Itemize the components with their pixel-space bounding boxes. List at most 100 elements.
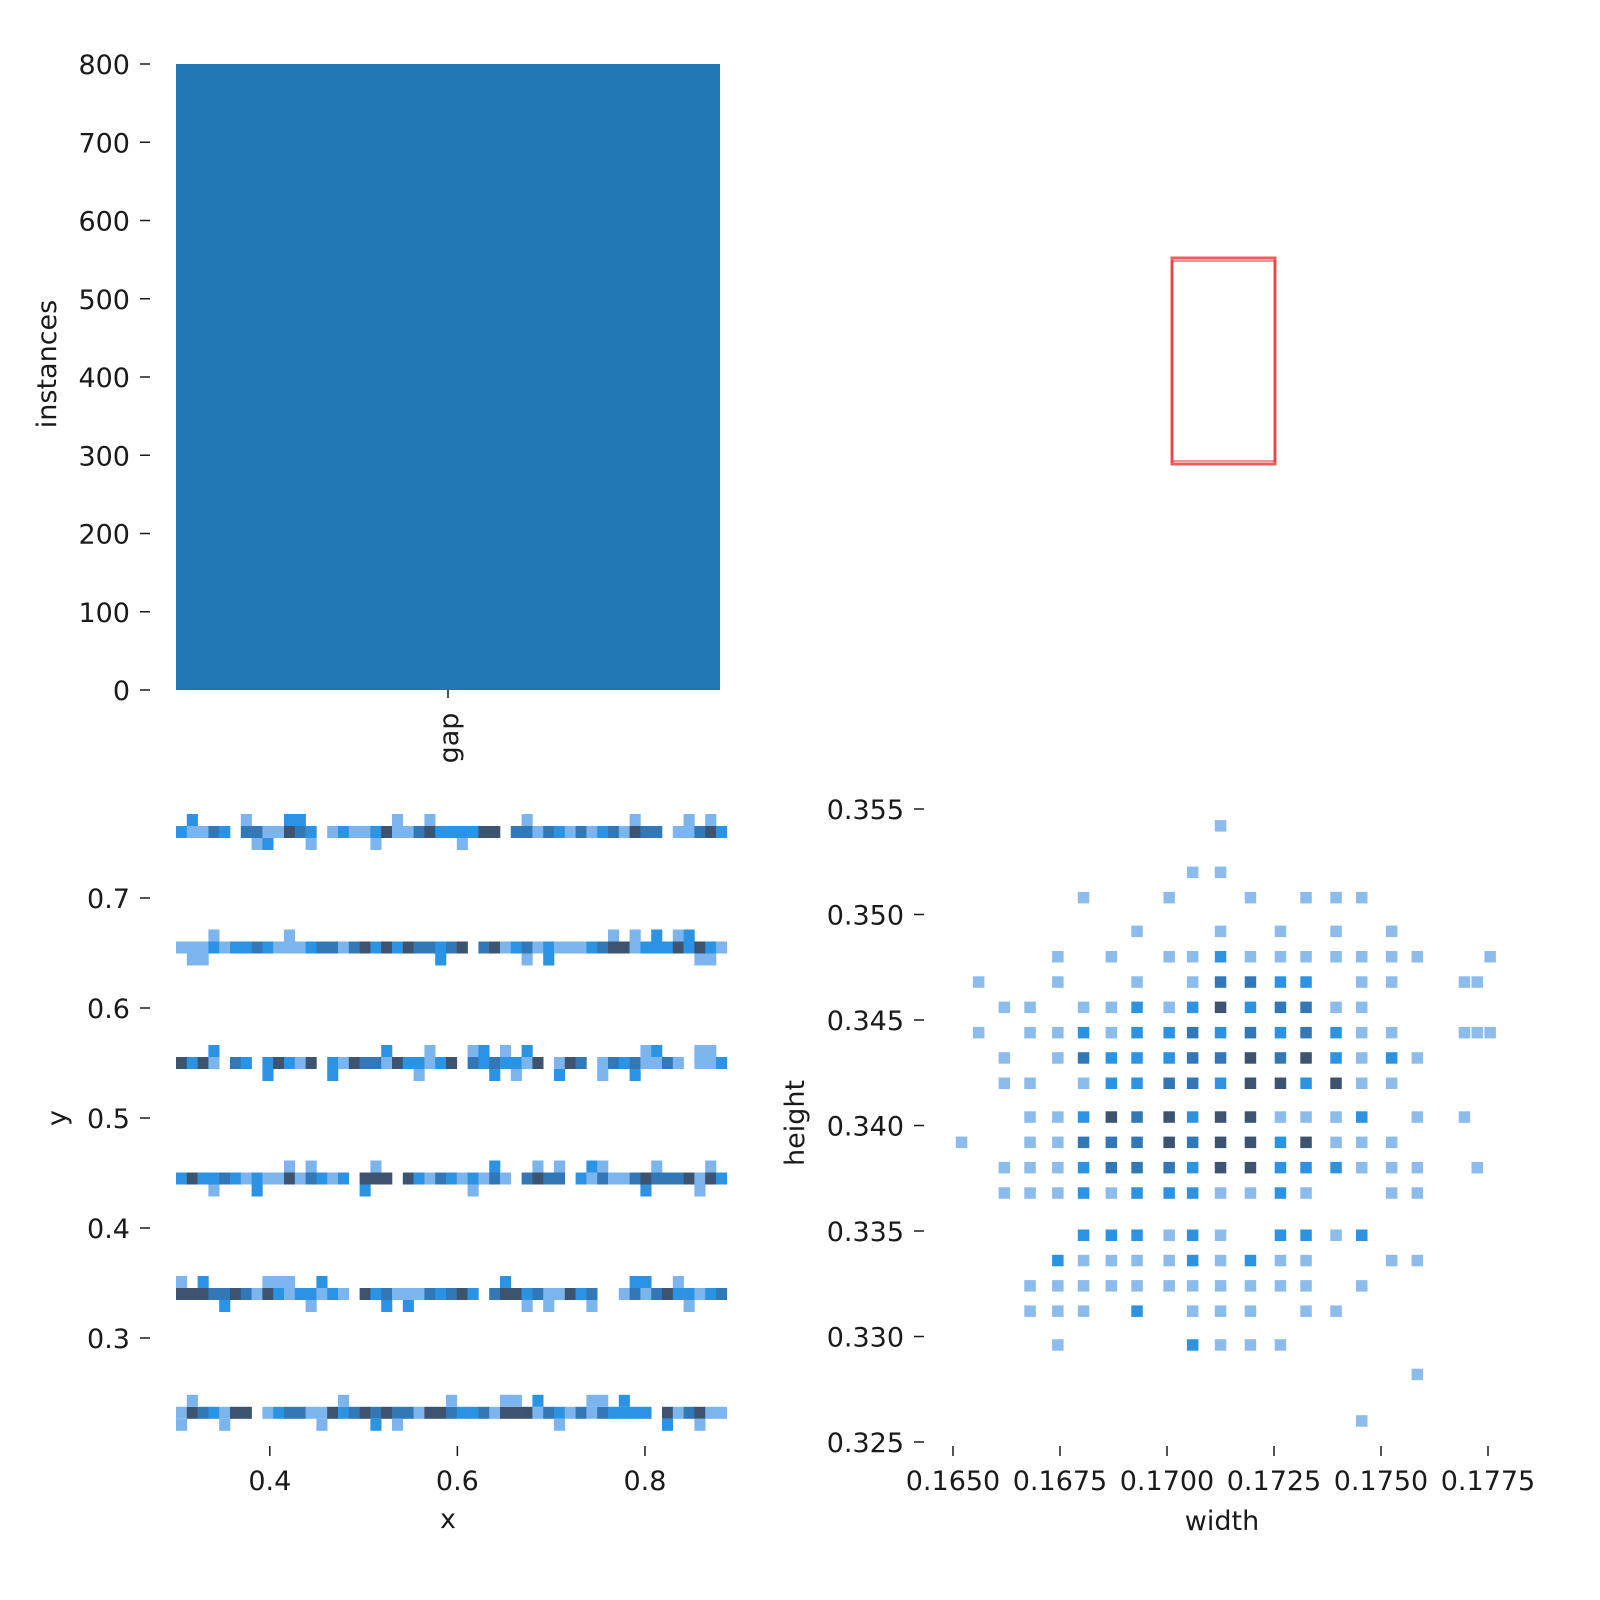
wh-heatmap-cell bbox=[1052, 1026, 1064, 1039]
wh-heatmap-cell bbox=[1214, 1136, 1227, 1149]
xy-heatmap-cell bbox=[273, 941, 285, 954]
xy-heatmap-cell bbox=[208, 1057, 220, 1069]
xy-heatmap-cell bbox=[381, 1406, 393, 1419]
wh-heatmap-cell bbox=[1300, 1280, 1312, 1292]
wh-heatmap-cell bbox=[1458, 976, 1471, 988]
wh-heatmap-cell bbox=[1214, 820, 1227, 832]
xy-heatmap-cell bbox=[640, 826, 652, 838]
wh-heatmap-cell bbox=[1186, 1001, 1199, 1014]
xy-heatmap-cell bbox=[575, 1057, 587, 1069]
wh-heatmap-cell bbox=[1052, 1280, 1064, 1292]
xy-heatmap-cell bbox=[500, 1057, 512, 1069]
xy-heatmap-cell bbox=[694, 1418, 706, 1431]
xy-heatmap-cell bbox=[651, 941, 663, 954]
xy-heatmap-cell bbox=[478, 1045, 490, 1057]
xy-heatmap-cell bbox=[521, 953, 533, 966]
wh-heatmap-cell bbox=[1186, 1280, 1199, 1292]
xy-heatmap-cell bbox=[208, 826, 220, 838]
wh-heatmap-cell bbox=[1131, 1305, 1143, 1317]
wh-heatmap-cell bbox=[1214, 1052, 1227, 1064]
xy-heatmap-cell bbox=[716, 941, 728, 954]
xy-heatmap-cell bbox=[564, 826, 576, 838]
wh-heatmap-cell bbox=[1385, 1161, 1398, 1174]
wh-heatmap-cell bbox=[1077, 1111, 1090, 1123]
xy-heatmap-cell bbox=[500, 1394, 512, 1407]
xy-heatmap-cell bbox=[370, 838, 382, 850]
xy-heatmap-cell bbox=[510, 1057, 522, 1069]
xy-heatmap-cell bbox=[640, 1172, 652, 1185]
wh-heatmap-cell bbox=[1105, 1052, 1118, 1064]
wh-heatmap-cell bbox=[1105, 1077, 1118, 1089]
xy-heatmap-cell bbox=[348, 941, 360, 954]
xy-heatmap-cell bbox=[176, 1406, 188, 1419]
wh-heatmap-cell bbox=[1244, 1187, 1257, 1199]
xy-heatmap-cell bbox=[219, 1288, 231, 1300]
xy-heatmap-cell bbox=[683, 1300, 695, 1312]
xy-heatmap-cell bbox=[683, 814, 695, 826]
xy-heatmap-cell bbox=[597, 941, 609, 954]
xy-x-tick-label: 0.4 bbox=[248, 1466, 291, 1497]
xy-heatmap-cell bbox=[672, 1406, 684, 1419]
wh-heatmap-cell bbox=[1274, 1136, 1287, 1149]
xy-heatmap-cell bbox=[402, 826, 414, 838]
wh-heatmap-cell bbox=[1024, 1136, 1036, 1149]
wh-heatmap-cell bbox=[1052, 1254, 1064, 1267]
wh-heatmap-cell bbox=[1458, 1026, 1471, 1039]
wh-heatmap-cell bbox=[1052, 1136, 1064, 1149]
xy-x-ticks: 0.4 0.6 0.8 bbox=[248, 1446, 666, 1497]
xy-heatmap-cell bbox=[467, 1184, 479, 1197]
wh-heatmap-cell bbox=[1274, 1001, 1287, 1014]
xy-heatmap-cell bbox=[284, 941, 296, 954]
xy-heatmap-cell bbox=[186, 941, 198, 954]
wh-heatmap-cell bbox=[1244, 1136, 1257, 1149]
xy-heatmap-cell bbox=[629, 814, 641, 826]
wh-heatmap-cell bbox=[1077, 1161, 1090, 1174]
wh-heatmap-cell bbox=[1300, 1111, 1312, 1123]
xy-heatmap-cell bbox=[716, 1288, 728, 1300]
xy-heatmap-cell bbox=[716, 1406, 728, 1419]
xy-heatmap-cell bbox=[608, 826, 620, 838]
wh-heatmap-cell bbox=[1385, 1026, 1398, 1039]
xy-heatmap-cell bbox=[262, 838, 274, 850]
wh-heatmap-cell bbox=[1214, 1026, 1227, 1039]
wh-heatmap-cell bbox=[1052, 1339, 1064, 1351]
xy-heatmap-cell bbox=[629, 826, 641, 838]
xy-heatmap-cell bbox=[413, 1069, 425, 1081]
xy-heatmap-cell bbox=[240, 941, 252, 954]
wh-heatmap-cell bbox=[1385, 1077, 1398, 1089]
wh-heatmap-cell bbox=[1077, 1187, 1090, 1199]
wh-heatmap-cell bbox=[1274, 1161, 1287, 1174]
wh-heatmap-cell bbox=[1186, 1229, 1199, 1241]
xy-heatmap-cell bbox=[435, 826, 447, 838]
xy-heatmap-cell bbox=[424, 1057, 436, 1069]
wh-heatmap-cell bbox=[1274, 1052, 1287, 1064]
xy-heatmap-cell bbox=[672, 1172, 684, 1185]
xy-heatmap-panel: 0.4 0.6 0.8 0.3 0.4 0.5 0.6 0.7 x y bbox=[42, 814, 728, 1535]
xy-heatmap-cell bbox=[608, 1172, 620, 1185]
xy-heatmap-cell bbox=[705, 1045, 717, 1057]
xy-heatmap-cell bbox=[273, 1288, 285, 1300]
xy-heatmap-cell bbox=[251, 941, 263, 954]
wh-heatmap-cell bbox=[1356, 1111, 1368, 1123]
xy-heatmap-cell bbox=[413, 1172, 425, 1185]
xy-heatmap-cell bbox=[456, 1172, 468, 1185]
xy-heatmap-cell bbox=[392, 1057, 404, 1069]
xy-heatmap-cell bbox=[683, 929, 695, 942]
xy-heatmap-cell bbox=[705, 953, 717, 966]
wh-heatmap-cell bbox=[998, 1052, 1011, 1064]
wh-heatmap-cell bbox=[1131, 1187, 1143, 1199]
xy-heatmap-cell bbox=[435, 1057, 447, 1069]
xy-heatmap-cell bbox=[381, 1288, 393, 1300]
wh-heatmap-cell bbox=[1077, 1280, 1090, 1292]
xy-heatmap-cell bbox=[230, 1057, 242, 1069]
wh-heatmap-cell bbox=[1131, 1254, 1143, 1267]
xy-heatmap-cell bbox=[640, 941, 652, 954]
xy-heatmap-cell bbox=[294, 1057, 306, 1069]
xy-y-tick-label: 0.5 bbox=[87, 1104, 130, 1135]
xy-heatmap-cell bbox=[510, 941, 522, 954]
wh-heatmap-cell bbox=[1411, 1111, 1424, 1123]
xy-heatmap-cell bbox=[597, 1069, 609, 1081]
xy-heatmap-cell bbox=[381, 1300, 393, 1312]
wh-heatmap-cell bbox=[1052, 951, 1064, 963]
xy-heatmap-cell bbox=[672, 929, 684, 942]
